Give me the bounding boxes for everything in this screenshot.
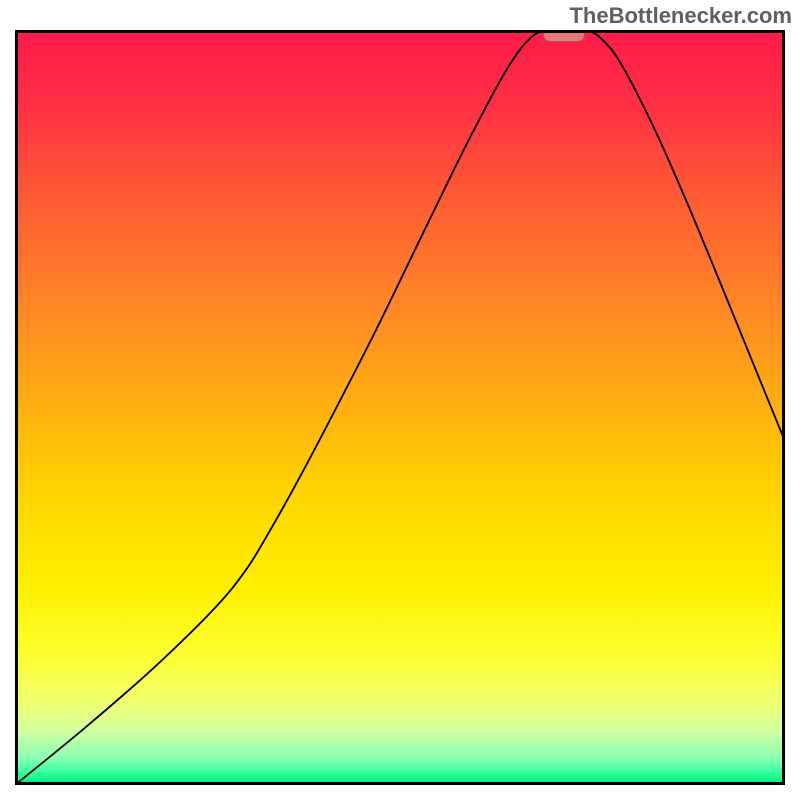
optimal-marker bbox=[543, 30, 585, 42]
plot-area bbox=[15, 30, 785, 785]
watermark-text: TheBottlenecker.com bbox=[569, 3, 792, 29]
gradient-background bbox=[15, 30, 785, 785]
chart-container: TheBottlenecker.com bbox=[0, 0, 800, 800]
